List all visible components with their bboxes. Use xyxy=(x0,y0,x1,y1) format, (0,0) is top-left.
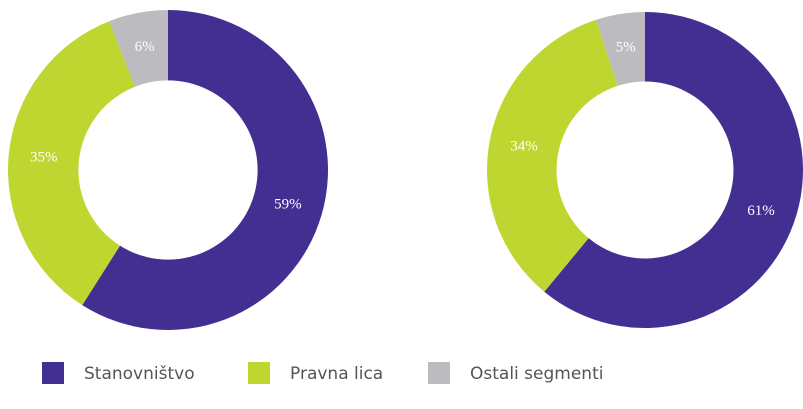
data-label: 61% xyxy=(747,203,775,219)
data-label: 6% xyxy=(135,39,155,55)
legend-label: Ostali segmenti xyxy=(470,364,603,384)
legend-swatch xyxy=(42,362,64,384)
data-label: 59% xyxy=(274,196,302,212)
legend-label: Pravna lica xyxy=(290,364,383,384)
donut-slice xyxy=(596,12,645,86)
donut-slice xyxy=(109,10,168,87)
donut-slice xyxy=(486,19,618,292)
legend-swatch xyxy=(428,362,450,384)
donut-slice xyxy=(82,10,329,330)
donut-slice xyxy=(8,21,136,306)
data-label: 34% xyxy=(510,138,538,154)
donut-slice xyxy=(544,12,803,328)
legend-swatch xyxy=(248,362,270,384)
data-label: 5% xyxy=(616,40,636,56)
data-label: 35% xyxy=(30,150,58,166)
legend-label: Stanovništvo xyxy=(84,364,195,384)
